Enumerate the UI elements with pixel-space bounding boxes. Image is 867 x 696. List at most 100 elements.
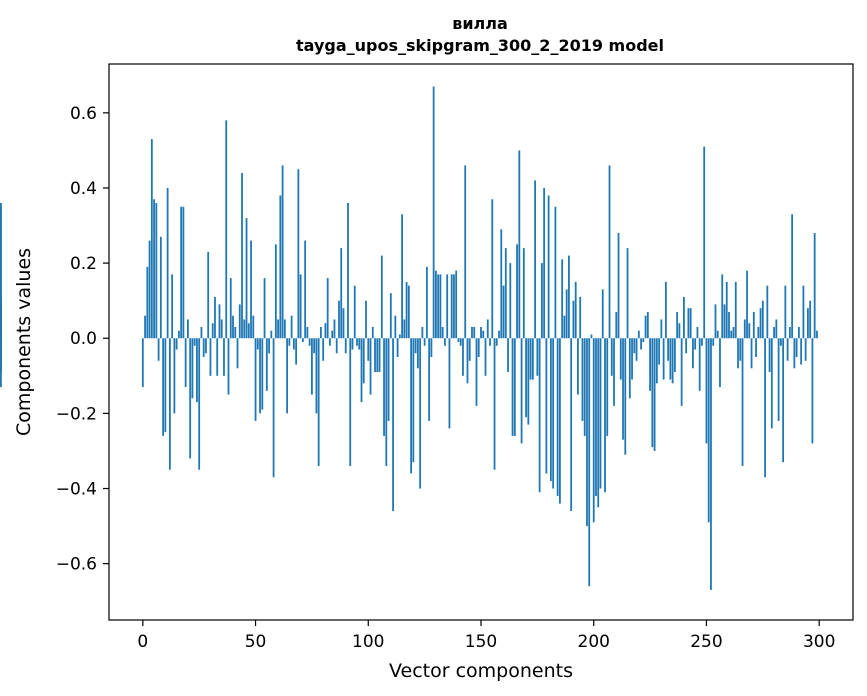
bar — [435, 270, 437, 339]
bar — [516, 244, 518, 339]
bar — [279, 195, 282, 339]
bar — [308, 338, 311, 346]
bar — [572, 300, 575, 339]
bar — [676, 311, 679, 339]
bar — [788, 326, 791, 339]
bar — [410, 338, 413, 474]
bar — [509, 263, 512, 339]
bar — [622, 338, 624, 440]
bar — [394, 315, 397, 339]
bar — [588, 338, 591, 587]
bar — [428, 338, 431, 421]
bar — [419, 338, 422, 489]
bar — [631, 338, 633, 380]
bar — [256, 338, 259, 350]
bar — [177, 330, 180, 339]
bar — [757, 326, 760, 339]
bar — [554, 206, 557, 339]
bar — [191, 338, 194, 399]
x-tick-label: 250 — [690, 632, 722, 652]
bar — [360, 338, 363, 403]
bar — [148, 240, 151, 339]
bar — [315, 338, 318, 414]
bar — [628, 338, 631, 399]
bar — [583, 338, 586, 436]
bar — [385, 338, 388, 466]
bar — [164, 338, 167, 433]
bar — [770, 338, 773, 429]
bar — [175, 338, 178, 350]
bar — [574, 281, 577, 339]
bar — [268, 338, 270, 354]
bar — [698, 338, 701, 391]
bar — [432, 86, 435, 339]
bar — [144, 315, 146, 339]
bar — [504, 248, 507, 339]
bar — [559, 338, 561, 504]
bar — [615, 311, 618, 339]
bar — [475, 338, 478, 406]
bar — [678, 323, 681, 339]
bar — [613, 338, 615, 406]
bar — [637, 330, 640, 339]
bar — [545, 338, 548, 474]
bar — [471, 326, 473, 339]
bar — [748, 323, 751, 339]
bar — [482, 330, 485, 339]
bar — [610, 338, 613, 376]
bar — [730, 330, 733, 339]
bar — [376, 338, 379, 373]
bar — [518, 150, 521, 339]
bar — [216, 338, 219, 376]
bar — [290, 315, 293, 339]
bar — [520, 338, 523, 444]
bar — [281, 165, 284, 339]
bar — [261, 338, 264, 410]
bar — [304, 240, 307, 339]
bar — [286, 338, 289, 414]
bar — [229, 278, 232, 339]
bar — [775, 319, 778, 339]
y-tick-label: −0.2 — [56, 404, 97, 424]
bar — [358, 338, 361, 350]
bar — [732, 326, 735, 339]
bar — [683, 296, 685, 339]
bar — [540, 263, 543, 339]
bar — [171, 274, 174, 339]
bar — [606, 338, 609, 436]
bar — [324, 323, 327, 339]
y-axis-label: Components values — [13, 248, 35, 436]
bar — [761, 300, 764, 339]
bar — [311, 338, 313, 395]
bar — [673, 338, 676, 373]
bar — [444, 338, 446, 346]
bar — [507, 338, 509, 373]
bar — [322, 338, 325, 361]
bar — [146, 266, 149, 339]
bar — [712, 338, 715, 346]
bar — [725, 281, 728, 339]
y-tick-label: 0.2 — [70, 254, 97, 274]
bar — [707, 338, 710, 523]
bar — [351, 338, 354, 350]
bar — [782, 338, 785, 463]
bar — [220, 319, 223, 339]
bar — [155, 203, 158, 339]
bar — [153, 199, 155, 339]
bar — [579, 296, 582, 339]
bar — [660, 319, 663, 339]
bar — [667, 338, 670, 361]
bar — [473, 326, 476, 339]
bar — [804, 338, 807, 361]
plot-frame — [108, 63, 854, 621]
bar — [371, 326, 374, 339]
bar — [362, 338, 365, 384]
bar — [664, 281, 667, 339]
bar — [522, 248, 525, 339]
bar — [590, 334, 593, 339]
bar — [547, 195, 550, 339]
bar — [716, 330, 719, 339]
bar — [182, 206, 185, 339]
bar — [750, 338, 753, 369]
